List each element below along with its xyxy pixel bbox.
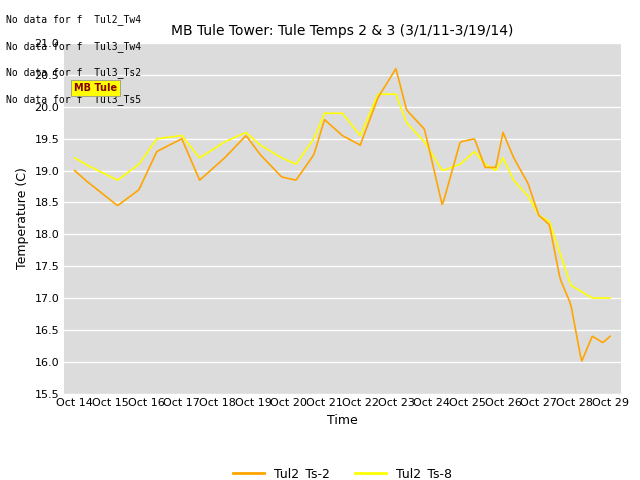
Tul2_Ts-2 <box>170 140 178 145</box>
Line: Tul2_Ts-2: Tul2_Ts-2 <box>75 69 610 361</box>
Tul2_Ts-8 <box>542 217 550 223</box>
Text: MB Tule: MB Tule <box>74 83 116 93</box>
Text: No data for f  Tul3_Ts2: No data for f Tul3_Ts2 <box>6 67 141 78</box>
Tul2_Ts-8 <box>377 91 385 97</box>
Tul2_Ts-2 <box>392 66 400 72</box>
Tul2_Ts-2 <box>71 168 79 173</box>
Y-axis label: Temperature (C): Temperature (C) <box>16 168 29 269</box>
Tul2_Ts-2 <box>606 334 614 339</box>
X-axis label: Time: Time <box>327 414 358 427</box>
Tul2_Ts-2 <box>407 112 415 118</box>
Tul2_Ts-2 <box>395 77 403 83</box>
Text: No data for f  Tul3_Tw4: No data for f Tul3_Tw4 <box>6 41 141 52</box>
Tul2_Ts-2 <box>376 92 383 98</box>
Tul2_Ts-8 <box>170 133 178 139</box>
Tul2_Ts-8 <box>606 295 614 301</box>
Tul2_Ts-2 <box>542 219 550 225</box>
Tul2_Ts-8 <box>407 124 415 130</box>
Tul2_Ts-8 <box>374 91 382 97</box>
Text: No data for f  Tul2_Tw4: No data for f Tul2_Tw4 <box>6 14 141 25</box>
Tul2_Ts-2 <box>578 358 586 364</box>
Legend: Tul2_Ts-2, Tul2_Ts-8: Tul2_Ts-2, Tul2_Ts-8 <box>228 462 457 480</box>
Tul2_Ts-8 <box>86 163 93 169</box>
Line: Tul2_Ts-8: Tul2_Ts-8 <box>75 94 610 298</box>
Tul2_Ts-8 <box>71 155 79 161</box>
Title: MB Tule Tower: Tule Temps 2 & 3 (3/1/11-3/19/14): MB Tule Tower: Tule Temps 2 & 3 (3/1/11-… <box>172 24 513 38</box>
Text: No data for f  Tul3_Ts5: No data for f Tul3_Ts5 <box>6 94 141 105</box>
Tul2_Ts-8 <box>588 295 596 301</box>
Tul2_Ts-8 <box>395 99 403 105</box>
Tul2_Ts-2 <box>86 180 93 186</box>
